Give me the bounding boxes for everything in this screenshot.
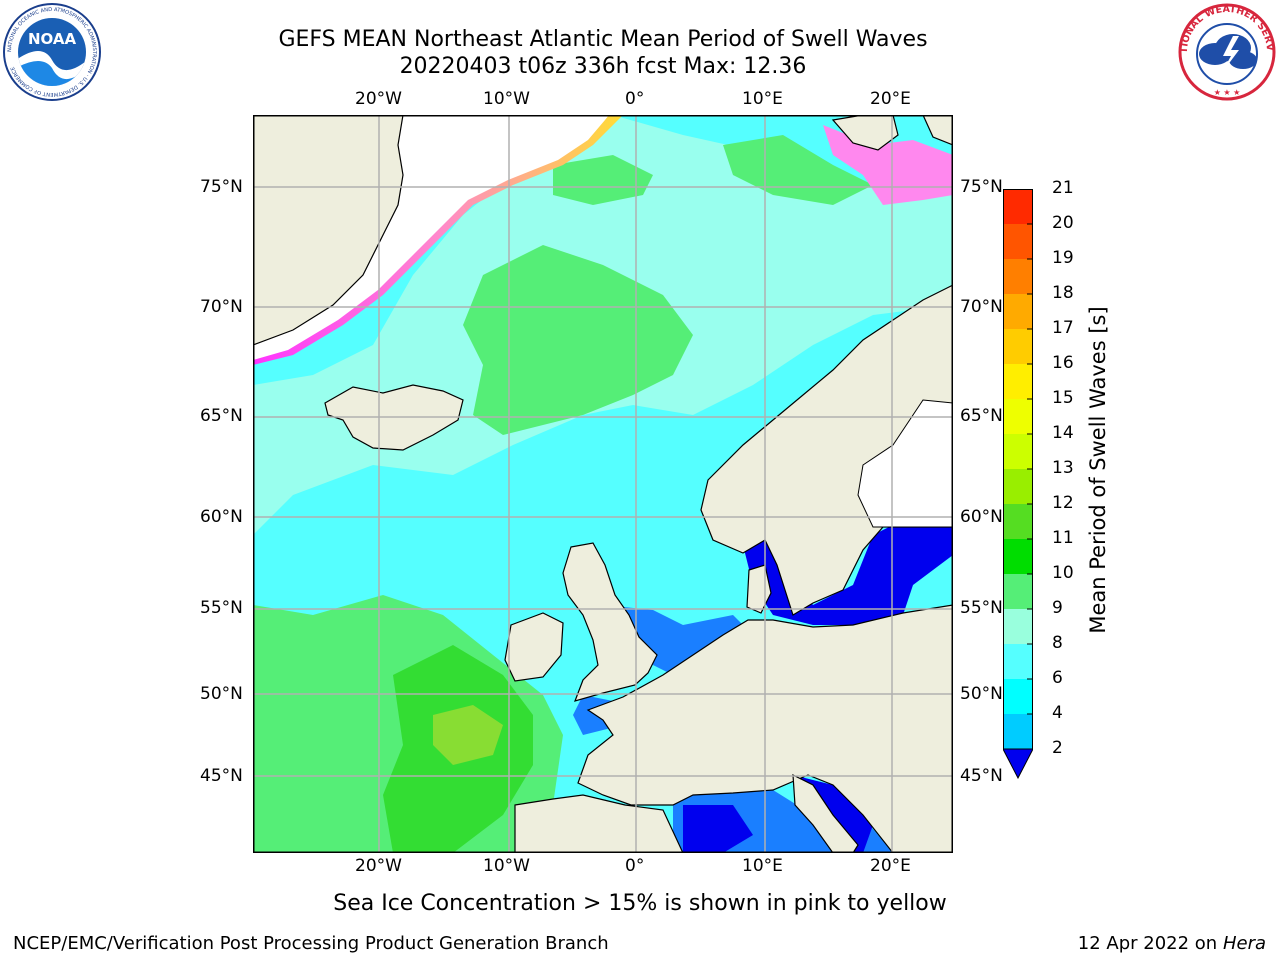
lat-label-left: 45°N (200, 766, 243, 786)
map-border (253, 115, 953, 853)
lon-label-bottom: 20°E (870, 856, 911, 876)
noaa-logo-icon: NOAA NATIONAL OCEANIC AND ATMOSPHERIC AD… (3, 3, 101, 101)
svalbard-land (831, 115, 899, 151)
lat-label-right: 55°N (960, 598, 1003, 618)
colorbar-tick-label: 16 (1052, 353, 1074, 373)
chart-title: GEFS MEAN Northeast Atlantic Mean Period… (278, 27, 928, 52)
colorbar-tick-label: 6 (1052, 668, 1063, 688)
colorbar-band (1003, 259, 1033, 295)
date-stamp: 12 Apr 2022 on Hera (1077, 933, 1266, 954)
lat-label-left: 70°N (200, 297, 243, 317)
colorbar-title: Mean Period of Swell Waves [s] (1086, 306, 1110, 634)
lat-label-right: 65°N (960, 406, 1003, 426)
colorbar-tick-label: 4 (1052, 703, 1063, 723)
lat-label-left: 50°N (200, 684, 243, 704)
lat-label-right: 45°N (960, 766, 1003, 786)
colorbar-tick-label: 20 (1052, 213, 1074, 233)
svalbard-ice (823, 125, 953, 205)
svg-text:★ ★ ★: ★ ★ ★ (1214, 88, 1241, 97)
colorbar-tick-label: 19 (1052, 248, 1074, 268)
great-britain-land (562, 542, 658, 702)
swell-zone-below-2 (683, 805, 753, 853)
map-svg (253, 115, 953, 853)
svalbard-land (922, 115, 953, 146)
lat-label-right: 50°N (960, 684, 1003, 704)
colorbar-band (1003, 294, 1033, 330)
lat-label-right: 75°N (960, 177, 1003, 197)
colorbar-under-arrow (1003, 748, 1033, 779)
credit-line: NCEP/EMC/Verification Post Processing Pr… (13, 933, 609, 954)
lon-label-top: 10°W (483, 89, 530, 109)
lat-label-left: 75°N (200, 177, 243, 197)
colorbar-tick-label: 11 (1052, 528, 1074, 548)
colorbar-band (1003, 469, 1033, 505)
lon-label-bottom: 20°W (355, 856, 402, 876)
colorbar-tick-label: 10 (1052, 563, 1074, 583)
colorbar-band (1003, 399, 1033, 435)
colorbar-tick-label: 12 (1052, 493, 1074, 513)
lat-label-left: 55°N (200, 598, 243, 618)
lon-label-bottom: 0° (625, 856, 645, 876)
ireland-land (504, 612, 564, 682)
lon-label-top: 20°E (870, 89, 911, 109)
colorbar-tick-label: 13 (1052, 458, 1074, 478)
colorbar-band (1003, 714, 1033, 750)
iberia-land (514, 794, 684, 853)
sea-ice-footnote: Sea Ice Concentration > 15% is shown in … (333, 891, 947, 916)
colorbar-tick-label: 8 (1052, 633, 1063, 653)
colorbar-tick-label: 14 (1052, 423, 1074, 443)
colorbar-tick-label: 18 (1052, 283, 1074, 303)
swell-zone-11-12 (433, 705, 503, 765)
colorbar-band (1003, 574, 1033, 610)
lat-label-left: 60°N (200, 507, 243, 527)
map-panel (253, 115, 953, 853)
colorbar-band (1003, 329, 1033, 365)
lat-label-right: 70°N (960, 297, 1003, 317)
greenland-land (253, 115, 404, 346)
colorbar-band (1003, 644, 1033, 680)
colorbar (1003, 189, 1033, 779)
colorbar-band (1003, 504, 1033, 540)
colorbar-tick-label: 17 (1052, 318, 1074, 338)
colorbar-band (1003, 609, 1033, 645)
gulf-bothnia-ice (857, 399, 953, 528)
colorbar-band (1003, 539, 1033, 575)
lon-label-top: 20°W (355, 89, 402, 109)
graticule (253, 115, 953, 853)
noaa-logo-text: NOAA (28, 30, 77, 48)
scandinavia-land (700, 284, 953, 616)
colorbar-band (1003, 224, 1033, 260)
italy-land (792, 773, 859, 853)
lat-label-right: 60°N (960, 507, 1003, 527)
colorbar-band (1003, 434, 1033, 470)
lat-label-left: 65°N (200, 406, 243, 426)
lon-label-bottom: 10°E (742, 856, 783, 876)
colorbar-tick-label: 21 (1052, 178, 1074, 198)
lon-label-bottom: 10°W (483, 856, 530, 876)
colorbar-tick-label: 2 (1052, 738, 1063, 758)
colorbar-tick-label: 9 (1052, 598, 1063, 618)
colorbar-band (1003, 679, 1033, 715)
colorbar-band (1003, 189, 1033, 225)
lon-label-top: 10°E (742, 89, 783, 109)
colorbar-band (1003, 364, 1033, 400)
lon-label-top: 0° (625, 89, 645, 109)
colorbar-tick-label: 15 (1052, 388, 1074, 408)
nws-logo-icon: NATIONAL WEATHER SERVICE ★ ★ ★ (1177, 2, 1276, 101)
chart-subtitle: 20220403 t06z 336h fcst Max: 12.36 (399, 54, 807, 79)
swell-zone-9-10 (553, 155, 653, 205)
